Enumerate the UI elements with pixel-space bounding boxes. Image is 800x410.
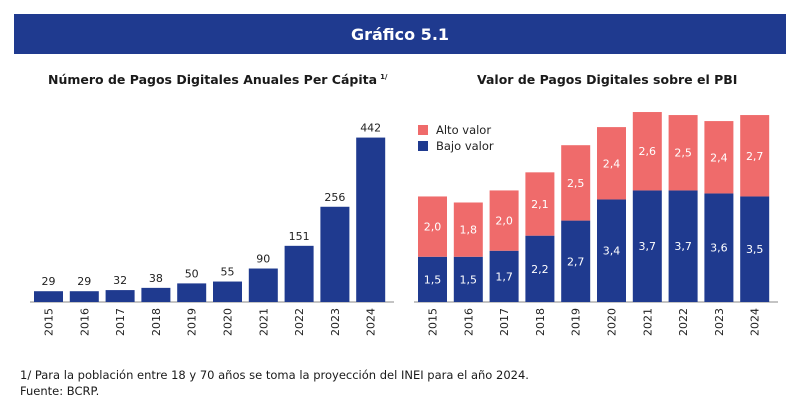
- chart2-legend-label-bajo: Bajo valor: [436, 139, 494, 153]
- chart2-tick-label: 2018: [534, 308, 547, 336]
- chart2-alto-label: 2,0: [495, 215, 513, 228]
- chart2-tick-label: 2022: [677, 308, 690, 336]
- chart2-bajo-label: 2,2: [531, 263, 549, 276]
- chart1-bar-2019: [177, 283, 207, 302]
- chart2-bar-alto-2024: [740, 115, 770, 197]
- chart1-tick-label: 2023: [329, 308, 342, 336]
- chart2-alto-label: 2,4: [603, 157, 621, 170]
- chart2-tick-label: 2016: [462, 308, 475, 336]
- chart-banner-title: Gráfico 5.1: [14, 14, 786, 54]
- chart2-bar-bajo-2017: [489, 250, 519, 302]
- chart1-value-label: 442: [360, 122, 381, 135]
- chart2-alto-label: 2,5: [674, 147, 692, 160]
- chart2-bajo-label: 3,6: [710, 242, 728, 255]
- chart2-tick-label: 2024: [749, 308, 762, 336]
- chart2-bar-alto-2016: [453, 202, 483, 257]
- chart2-bar-alto-2018: [525, 172, 555, 236]
- chart1-bar-2018: [141, 287, 171, 302]
- chart1-value-label: 90: [256, 253, 270, 266]
- chart2-bajo-label: 3,7: [639, 240, 657, 253]
- chart1-tick-label: 2020: [222, 308, 235, 336]
- chart2-bar-bajo-2023: [704, 193, 734, 302]
- chart2-bajo-label: 2,7: [567, 255, 585, 268]
- chart2-bar-alto-2021: [632, 112, 662, 191]
- chart2-alto-label: 1,8: [460, 224, 478, 237]
- chart1-value-label: 38: [149, 272, 163, 285]
- chart1-bar-2020: [213, 281, 242, 302]
- chart2-tick-label: 2017: [498, 308, 511, 336]
- chart2-bar-bajo-2019: [561, 220, 591, 302]
- chart2-tick-label: 2019: [570, 308, 583, 336]
- chart1-bar-2016: [69, 291, 99, 302]
- chart2-bar-bajo-2022: [668, 190, 698, 302]
- chart2-alto-label: 2,6: [639, 145, 657, 158]
- chart2-bajo-label: 3,7: [674, 240, 692, 253]
- chart1-value-label: 151: [289, 230, 310, 243]
- chart1-tick-label: 2016: [78, 308, 91, 336]
- chart2-alto-label: 2,0: [424, 221, 442, 234]
- chart2-legend-swatch-bajo: [418, 141, 428, 151]
- footnote-note: 1/ Para la población entre 18 y 70 años …: [20, 368, 529, 382]
- chart1-tick-label: 2018: [150, 308, 163, 336]
- chart1-bar-2015: [34, 291, 63, 302]
- chart1-bar-2021: [248, 268, 278, 302]
- chart1-bar-2024: [356, 137, 386, 302]
- chart2-tick-label: 2020: [606, 308, 619, 336]
- chart1-title-note: 1/: [380, 72, 388, 81]
- footnote-source: Fuente: BCRP.: [20, 384, 100, 398]
- chart1-title-text: Número de Pagos Digitales Anuales Per Cá…: [48, 72, 378, 87]
- chart1-bar-2017: [105, 290, 135, 302]
- chart2-tick-label: 2023: [713, 308, 726, 336]
- chart2-bar-bajo-2020: [597, 199, 626, 302]
- chart2-bar-alto-2015: [418, 196, 447, 257]
- chart2-alto-label: 2,4: [710, 151, 728, 164]
- chart2-bar-alto-2019: [561, 145, 591, 221]
- chart2-alto-label: 2,7: [746, 150, 764, 163]
- chart1-value-label: 50: [185, 267, 199, 280]
- chart1-value-label: 29: [77, 275, 91, 288]
- chart2-bar-bajo-2015: [418, 256, 447, 302]
- chart1-bar-2022: [284, 245, 314, 302]
- chart1-tick-label: 2017: [114, 308, 127, 336]
- chart1-bar-2023: [320, 206, 350, 302]
- chart2-bajo-label: 1,5: [424, 273, 442, 286]
- chart2-bajo-label: 1,7: [495, 270, 513, 283]
- chart2-bajo-label: 3,5: [746, 243, 764, 256]
- chart1-tick-label: 2022: [293, 308, 306, 336]
- chart2-bar-alto-2017: [489, 190, 519, 251]
- chart1-per-capita-bars: 29 2015 29 2016 32 2017 38 2018 50 2019 55 2020 90 20…: [30, 122, 394, 336]
- chart1-tick-label: 2015: [43, 308, 56, 336]
- chart2-bar-bajo-2021: [632, 190, 662, 302]
- chart2-bar-bajo-2016: [453, 256, 483, 302]
- chart2-bajo-label: 3,4: [603, 245, 621, 258]
- chart1-title: Número de Pagos Digitales Anuales Per Cá…: [48, 72, 388, 87]
- chart2-bar-alto-2022: [668, 115, 698, 191]
- chart2-bar-alto-2023: [704, 121, 734, 194]
- chart2-bar-bajo-2024: [740, 196, 770, 302]
- chart1-value-label: 32: [113, 274, 127, 287]
- chart1-value-label: 29: [42, 275, 56, 288]
- chart1-tick-label: 2021: [257, 308, 270, 336]
- chart2-bar-bajo-2018: [525, 235, 555, 302]
- chart1-tick-label: 2024: [365, 308, 378, 336]
- chart2-tick-label: 2021: [641, 308, 654, 336]
- chart2-bar-alto-2020: [597, 127, 626, 200]
- chart2-alto-label: 2,1: [531, 198, 549, 211]
- chart2-tick-label: 2015: [427, 308, 440, 336]
- chart2-legend-swatch-alto: [418, 125, 428, 135]
- chart2-pbi-stacked-bars: 1,5 2,0 2015 1,5 1,8 2016 1,7 2,0 2017 2,2 2,1 2018…: [414, 112, 778, 336]
- chart2-alto-label: 2,5: [567, 177, 585, 190]
- chart2-legend-label-alto: Alto valor: [436, 123, 491, 137]
- chart2-title: Valor de Pagos Digitales sobre el PBI: [477, 72, 738, 87]
- chart2-bajo-label: 1,5: [460, 273, 478, 286]
- chart1-value-label: 55: [221, 266, 235, 279]
- chart1-tick-label: 2019: [186, 308, 199, 336]
- chart1-value-label: 256: [324, 191, 345, 204]
